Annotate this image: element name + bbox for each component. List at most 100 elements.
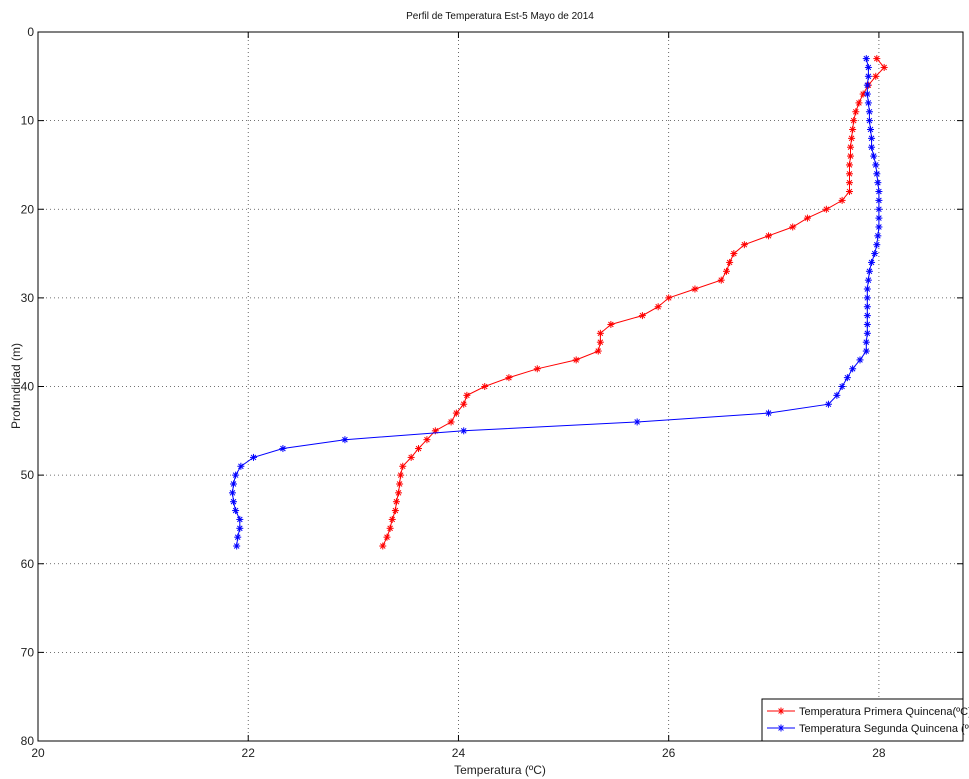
data-point-marker bbox=[843, 374, 851, 382]
data-point-marker bbox=[849, 125, 857, 133]
y-axis-label: Profundidad (m) bbox=[9, 343, 23, 429]
data-point-marker bbox=[845, 188, 853, 196]
data-point-marker bbox=[396, 480, 404, 488]
y-tick-label: 10 bbox=[21, 114, 35, 128]
data-point-marker bbox=[594, 347, 602, 355]
marker-stroke bbox=[789, 224, 796, 230]
y-tick-label: 20 bbox=[21, 202, 35, 216]
data-point-marker bbox=[391, 507, 399, 515]
data-point-marker bbox=[875, 196, 883, 204]
marker-stroke bbox=[839, 383, 845, 390]
data-point-marker bbox=[395, 489, 403, 497]
series-1 bbox=[379, 55, 888, 550]
x-tick-label: 24 bbox=[452, 746, 466, 760]
data-point-marker bbox=[234, 533, 242, 541]
marker-stroke bbox=[872, 162, 879, 168]
data-point-marker bbox=[847, 143, 855, 151]
data-point-marker bbox=[789, 223, 797, 231]
data-point-marker bbox=[232, 471, 240, 479]
marker-stroke bbox=[395, 490, 402, 496]
data-point-marker bbox=[777, 724, 785, 732]
series-layer bbox=[228, 55, 888, 550]
data-point-marker bbox=[845, 170, 853, 178]
data-point-marker bbox=[279, 445, 287, 453]
data-point-marker bbox=[824, 400, 832, 408]
marker-stroke bbox=[848, 135, 855, 142]
data-point-marker bbox=[638, 312, 646, 320]
y-tick-label: 70 bbox=[21, 645, 35, 659]
data-point-marker bbox=[386, 524, 394, 532]
marker-stroke bbox=[448, 419, 454, 425]
data-point-marker bbox=[833, 391, 841, 399]
y-tick-label: 30 bbox=[21, 291, 35, 305]
series-2 bbox=[228, 55, 883, 550]
data-point-marker bbox=[383, 533, 391, 541]
data-point-marker bbox=[838, 196, 846, 204]
data-point-marker bbox=[481, 383, 489, 390]
marker-stroke bbox=[692, 286, 698, 292]
marker-stroke bbox=[534, 365, 541, 372]
data-point-marker bbox=[232, 507, 240, 515]
marker-stroke bbox=[863, 339, 870, 345]
legend-label: Temperatura Primera Quincena(ºC) bbox=[799, 706, 969, 718]
marker-stroke bbox=[392, 507, 399, 514]
data-point-marker bbox=[845, 179, 853, 187]
data-point-marker bbox=[607, 320, 615, 328]
data-point-marker bbox=[856, 356, 864, 364]
marker-stroke bbox=[460, 428, 467, 434]
marker-stroke bbox=[424, 436, 430, 443]
data-point-marker bbox=[863, 90, 871, 98]
marker-stroke bbox=[866, 108, 873, 115]
axis-ticks: 20 22 24 26 28 0 10 20 30 40 50 60 70 80 bbox=[21, 25, 963, 760]
marker-stroke bbox=[778, 725, 784, 731]
data-point-marker bbox=[867, 125, 874, 133]
legend-label: Temperatura Segunda Quincena (ºC) bbox=[799, 723, 969, 735]
marker-stroke bbox=[864, 303, 871, 310]
marker-stroke bbox=[856, 100, 862, 106]
marker-stroke bbox=[847, 153, 854, 159]
marker-stroke bbox=[866, 268, 873, 275]
marker-stroke bbox=[846, 179, 853, 186]
marker-stroke bbox=[597, 339, 604, 345]
data-point-marker bbox=[415, 445, 423, 453]
marker-stroke bbox=[280, 445, 286, 452]
data-point-marker bbox=[863, 320, 871, 328]
data-point-marker bbox=[849, 365, 857, 373]
data-point-marker bbox=[874, 179, 882, 187]
marker-stroke bbox=[864, 91, 871, 97]
marker-stroke bbox=[718, 277, 725, 283]
data-point-marker bbox=[572, 356, 580, 364]
marker-stroke bbox=[804, 215, 811, 221]
marker-stroke bbox=[232, 507, 239, 514]
data-point-marker bbox=[873, 55, 881, 63]
data-point-marker bbox=[863, 329, 871, 337]
marker-stroke bbox=[634, 419, 640, 425]
marker-stroke bbox=[655, 303, 661, 310]
marker-stroke bbox=[229, 490, 236, 496]
marker-stroke bbox=[857, 357, 863, 363]
data-point-marker bbox=[379, 542, 387, 550]
data-point-marker bbox=[654, 303, 662, 311]
data-point-marker bbox=[871, 250, 879, 258]
marker-stroke bbox=[233, 543, 240, 549]
data-point-marker bbox=[864, 72, 872, 80]
marker-stroke bbox=[865, 100, 872, 106]
data-point-marker bbox=[870, 152, 878, 160]
marker-stroke bbox=[408, 454, 414, 461]
marker-stroke bbox=[595, 348, 602, 354]
data-point-marker bbox=[765, 409, 773, 417]
data-point-marker bbox=[777, 707, 785, 715]
data-point-marker bbox=[460, 427, 468, 435]
marker-stroke bbox=[823, 206, 830, 213]
marker-stroke bbox=[230, 498, 237, 505]
marker-stroke bbox=[397, 472, 404, 478]
data-point-marker bbox=[533, 365, 541, 373]
data-point-marker bbox=[850, 117, 858, 125]
data-point-marker bbox=[397, 471, 405, 479]
data-point-marker bbox=[865, 108, 873, 116]
marker-stroke bbox=[863, 348, 870, 354]
x-tick-label: 20 bbox=[31, 746, 45, 760]
marker-stroke bbox=[865, 73, 872, 80]
data-point-marker bbox=[423, 436, 431, 444]
marker-stroke bbox=[389, 516, 396, 523]
